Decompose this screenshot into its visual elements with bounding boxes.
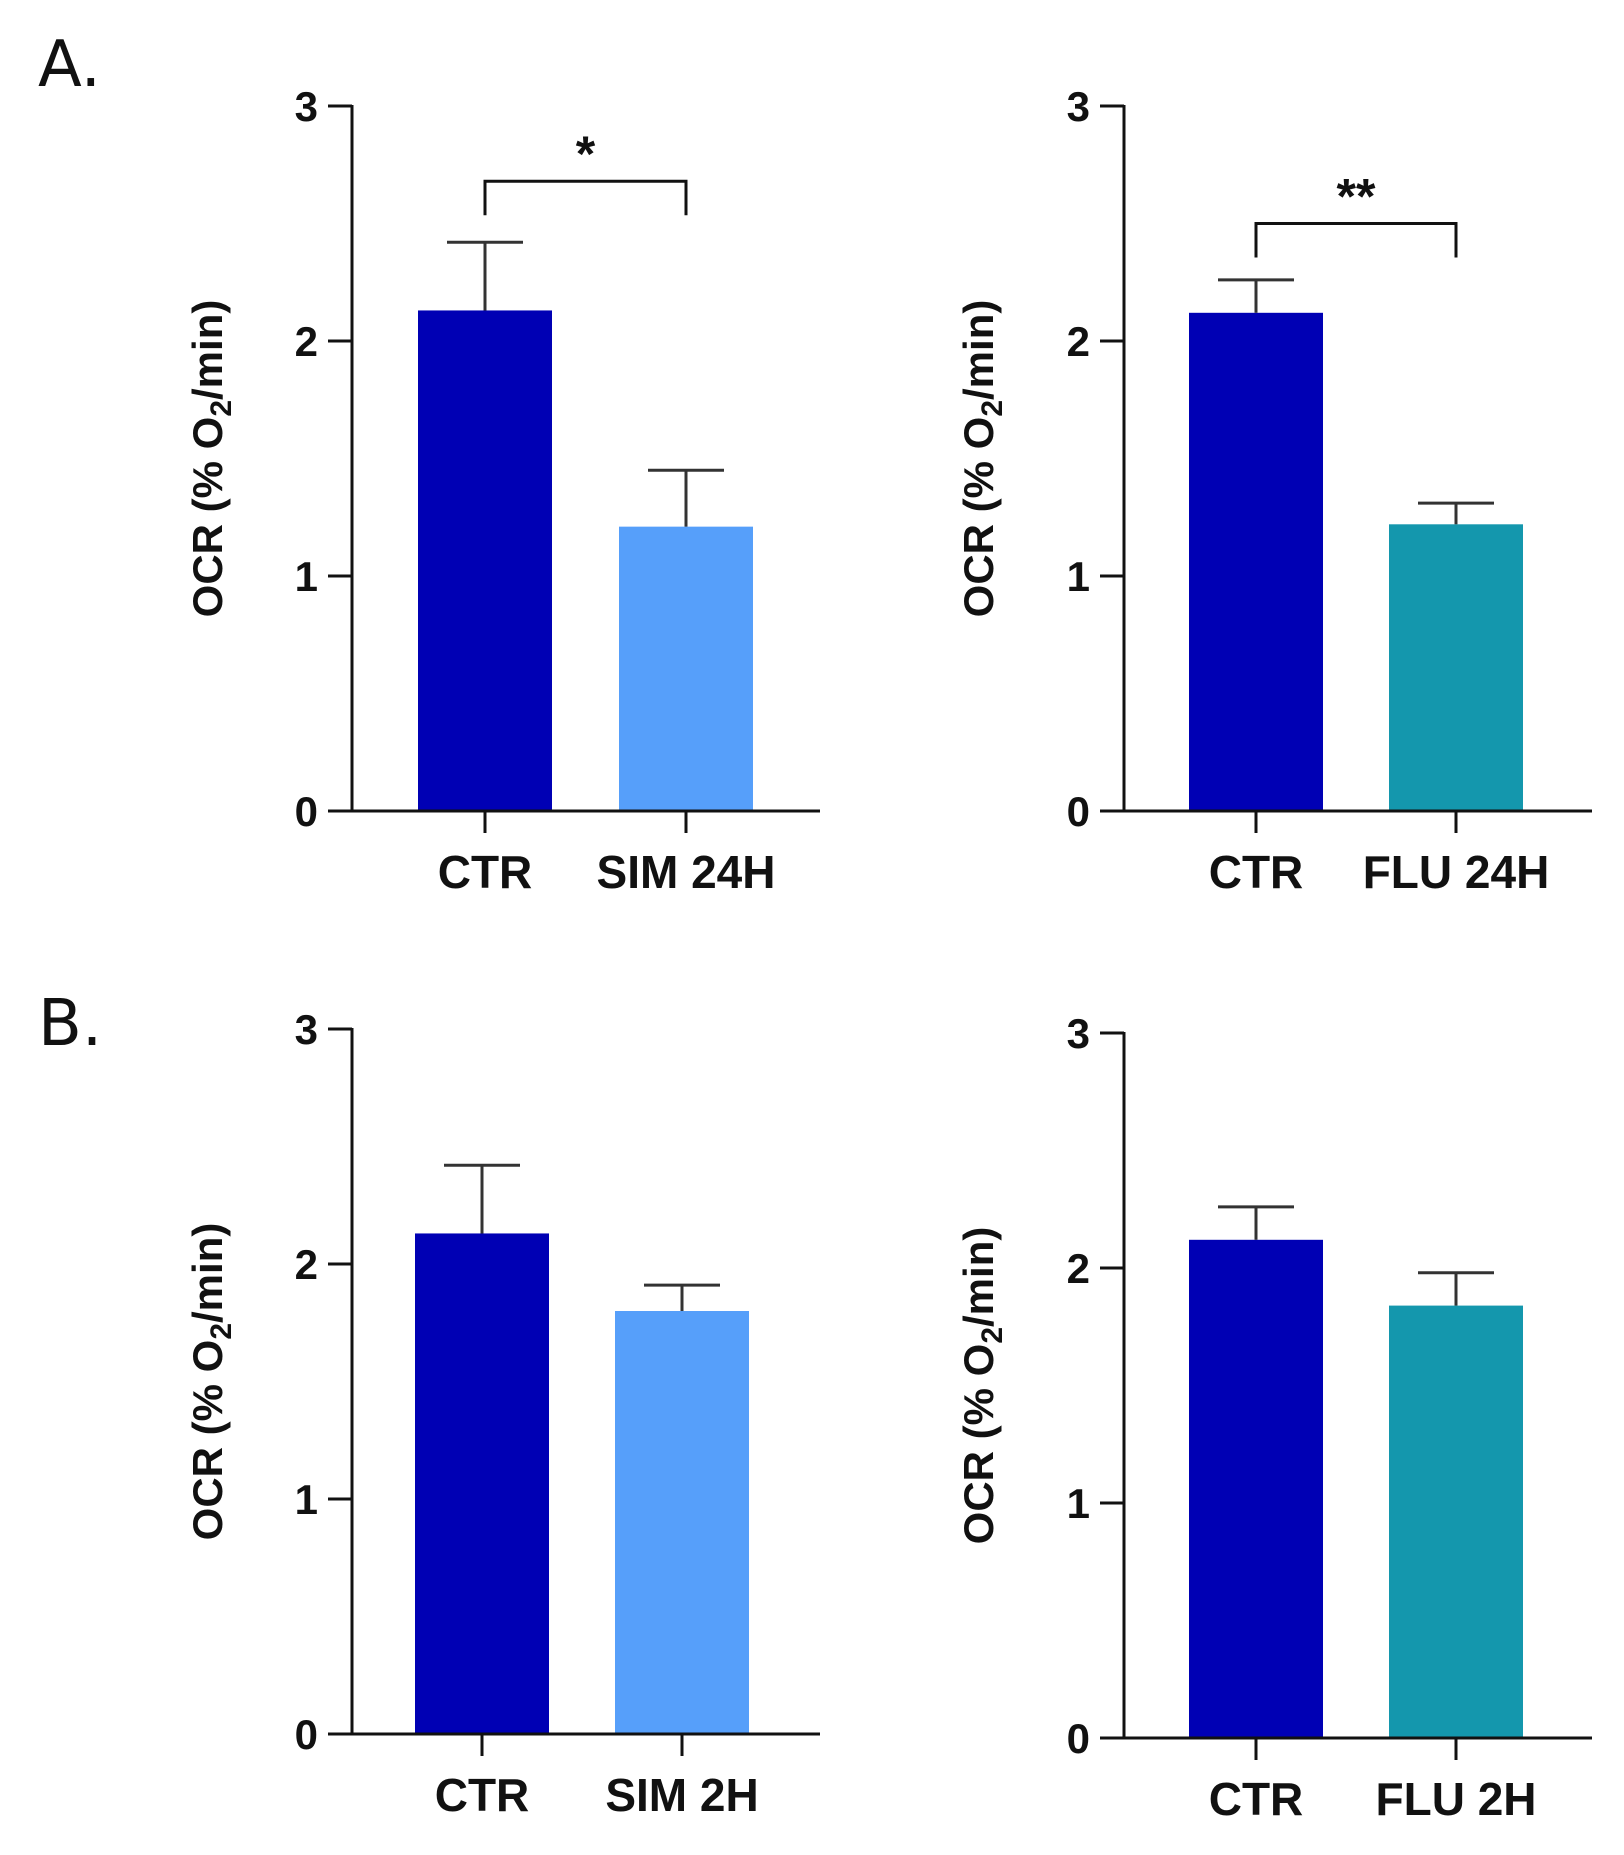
x-tick-label: CTR: [1209, 846, 1304, 898]
y-axis-title: OCR (% O2/min): [184, 300, 238, 618]
bar-ctr: [415, 1233, 549, 1734]
bar-ctr: [1189, 312, 1323, 811]
x-tick-label: FLU 2H: [1376, 1773, 1537, 1825]
y-tick-label: 2: [295, 318, 318, 365]
panel-label-a: A.: [38, 28, 101, 102]
x-tick-label: FLU 24H: [1363, 846, 1550, 898]
y-axis-title-end: /min): [184, 1223, 231, 1323]
y-tick-label: 1: [1067, 1480, 1090, 1527]
bar-sim-2h: [615, 1311, 749, 1734]
x-tick-label: CTR: [438, 846, 533, 898]
x-tick-label: SIM 2H: [605, 1769, 758, 1821]
y-tick-label: 3: [295, 83, 318, 130]
y-axis-title: OCR (% O2/min): [955, 1227, 1009, 1545]
y-axis-title-main: OCR (% O: [955, 417, 1002, 618]
significance-label: **: [1337, 169, 1376, 225]
y-axis-title-end: /min): [184, 300, 231, 400]
bar-ctr: [1189, 1239, 1323, 1738]
bar-ctr: [418, 310, 552, 811]
y-axis-title-main: OCR (% O: [955, 1344, 1002, 1545]
significance-label: *: [576, 126, 596, 182]
y-tick-label: 0: [1067, 788, 1090, 835]
y-tick-label: 1: [295, 553, 318, 600]
bar-flu-24h: [1389, 524, 1523, 811]
x-tick-label: CTR: [435, 1769, 530, 1821]
y-tick-label: 1: [295, 1476, 318, 1523]
y-axis-title-subscript: 2: [205, 400, 238, 417]
y-axis-title-subscript: 2: [976, 400, 1009, 417]
y-axis-title-main: OCR (% O: [184, 1340, 231, 1541]
y-tick-label: 0: [295, 1711, 318, 1758]
x-tick-label: SIM 24H: [597, 846, 776, 898]
y-tick-label: 2: [1067, 318, 1090, 365]
x-tick-label: CTR: [1209, 1773, 1304, 1825]
bar-flu-2h: [1389, 1305, 1523, 1738]
bar-sim-24h: [619, 526, 753, 811]
y-tick-label: 3: [1067, 83, 1090, 130]
y-axis-title-subscript: 2: [976, 1327, 1009, 1344]
y-tick-label: 0: [295, 788, 318, 835]
significance-bracket: [483, 179, 688, 216]
y-axis-title-end: /min): [955, 300, 1002, 400]
panel-label-b: B.: [38, 987, 102, 1061]
y-axis-title: OCR (% O2/min): [955, 300, 1009, 618]
y-tick-label: 1: [1067, 553, 1090, 600]
y-tick-label: 0: [1067, 1715, 1090, 1762]
significance-bracket: [1254, 222, 1458, 258]
y-tick-label: 3: [295, 1006, 318, 1053]
y-tick-label: 2: [295, 1241, 318, 1288]
y-axis-title-end: /min): [955, 1227, 1002, 1327]
y-tick-label: 3: [1067, 1010, 1090, 1057]
y-axis-title-subscript: 2: [205, 1323, 238, 1340]
y-axis-title-main: OCR (% O: [184, 417, 231, 618]
y-tick-label: 2: [1067, 1245, 1090, 1292]
y-axis-title: OCR (% O2/min): [184, 1223, 238, 1541]
